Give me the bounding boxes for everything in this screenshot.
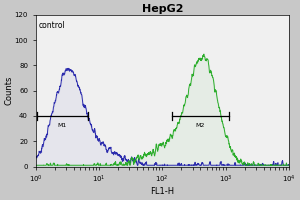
Title: HepG2: HepG2 [142, 4, 183, 14]
Text: control: control [39, 21, 66, 30]
Y-axis label: Counts: Counts [4, 76, 13, 105]
X-axis label: FL1-H: FL1-H [150, 187, 174, 196]
Text: M2: M2 [196, 123, 205, 128]
Text: M1: M1 [58, 123, 67, 128]
